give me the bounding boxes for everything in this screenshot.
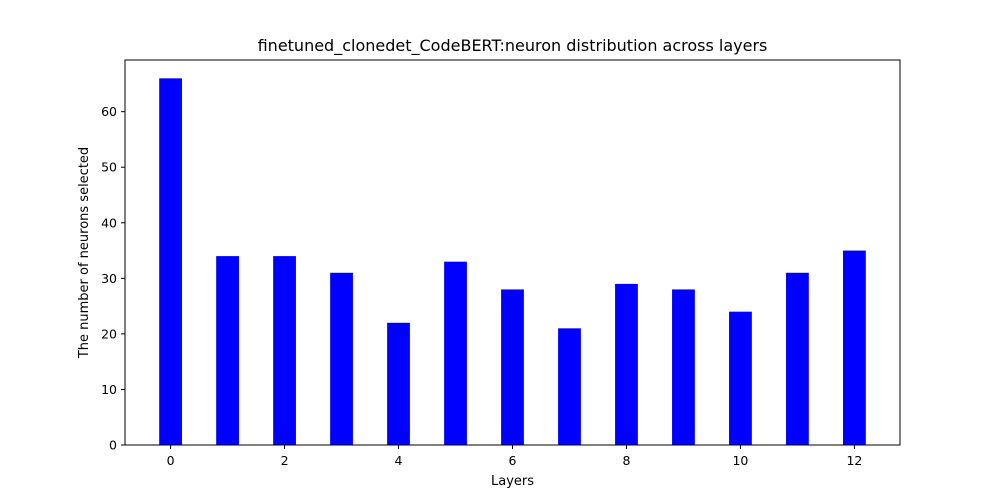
x-axis-label: Layers [491, 474, 534, 489]
bar-layer-7 [558, 328, 581, 445]
bar-layer-4 [387, 322, 410, 445]
bar-layer-1 [216, 256, 239, 445]
x-tick-label-6: 6 [509, 453, 517, 468]
x-tick-label-8: 8 [622, 453, 630, 468]
bar-layer-2 [273, 256, 296, 445]
y-tick-label-20: 20 [101, 326, 117, 341]
bar-layer-10 [729, 311, 752, 445]
y-tick-label-30: 30 [101, 271, 117, 286]
x-axis-ticks: 0 2 4 6 8 10 12 [167, 445, 862, 468]
x-tick-label-4: 4 [395, 453, 403, 468]
y-tick-label-60: 60 [101, 104, 117, 119]
y-axis-ticks: 0 10 20 30 40 50 60 [101, 104, 125, 453]
bar-layer-0 [159, 78, 182, 445]
x-tick-label-10: 10 [732, 453, 748, 468]
bar-layer-12 [843, 250, 866, 445]
x-tick-label-2: 2 [281, 453, 289, 468]
y-axis-label: The number of neurons selected [77, 147, 92, 359]
bar-layer-9 [672, 289, 695, 445]
bar-layer-3 [330, 272, 353, 445]
chart-title: finetuned_clonedet_CodeBERT:neuron distr… [258, 36, 768, 56]
bars-group [159, 78, 866, 445]
bar-layer-8 [615, 283, 638, 445]
bar-layer-6 [501, 289, 524, 445]
bar-layer-5 [444, 261, 467, 445]
y-tick-label-40: 40 [101, 215, 117, 230]
plot-frame [124, 59, 901, 446]
x-tick-label-12: 12 [846, 453, 862, 468]
y-tick-label-50: 50 [101, 160, 117, 175]
y-tick-label-0: 0 [109, 438, 117, 453]
y-tick-label-10: 10 [101, 382, 117, 397]
bar-layer-11 [786, 272, 809, 445]
x-tick-label-0: 0 [167, 453, 175, 468]
